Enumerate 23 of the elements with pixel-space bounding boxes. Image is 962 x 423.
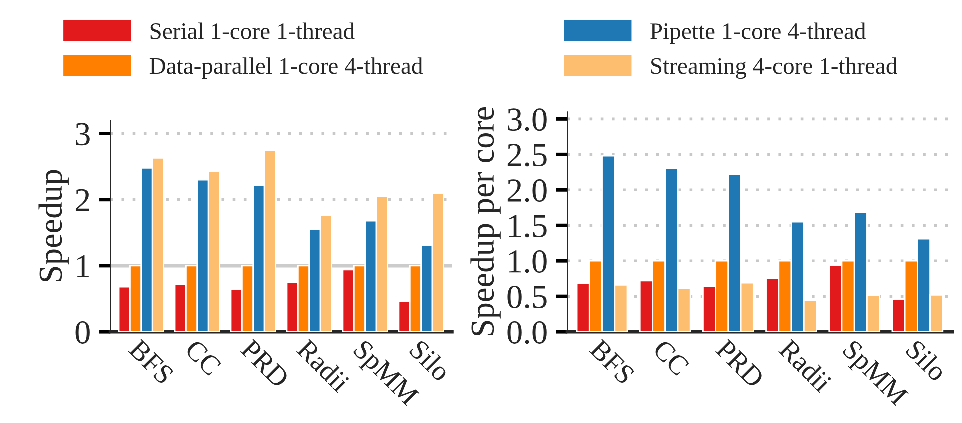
x-tick-label: CC (652, 339, 690, 377)
y-tick-label: 0.5 (508, 286, 547, 309)
legend-label: Streaming 4-core 1-thread (652, 58, 898, 80)
y-tick-label: 2.5 (508, 144, 547, 167)
y-tick-label: 3.0 (508, 108, 547, 132)
y-tick-label: 0.0 (508, 321, 547, 344)
y-tick-label: 1 (77, 256, 90, 278)
legend-label: Data-parallel 1-core 4-thread (150, 58, 423, 79)
x-tick-label: BFS (589, 338, 636, 386)
y-tick-label: 0 (76, 321, 90, 344)
y-tick-label: 3 (76, 123, 90, 146)
x-tick-label: PRD (240, 338, 290, 389)
y-tick-label: 2 (76, 189, 90, 212)
y-tick-label: 1.5 (509, 215, 547, 238)
legend-label: Pipette 1-core 4-thread (650, 22, 866, 44)
y-tick-label: 2.0 (508, 180, 547, 202)
y-tick-label: 1.0 (509, 250, 547, 274)
legend-label: Serial 1-core 1-thread (150, 22, 355, 40)
x-tick-label: CC (184, 339, 222, 377)
x-tick-label: BFS (128, 338, 175, 386)
x-tick-label: PRD (715, 338, 766, 389)
y-axis-title: Speedup per core (470, 108, 501, 336)
y-axis-title: Speedup (38, 170, 69, 282)
